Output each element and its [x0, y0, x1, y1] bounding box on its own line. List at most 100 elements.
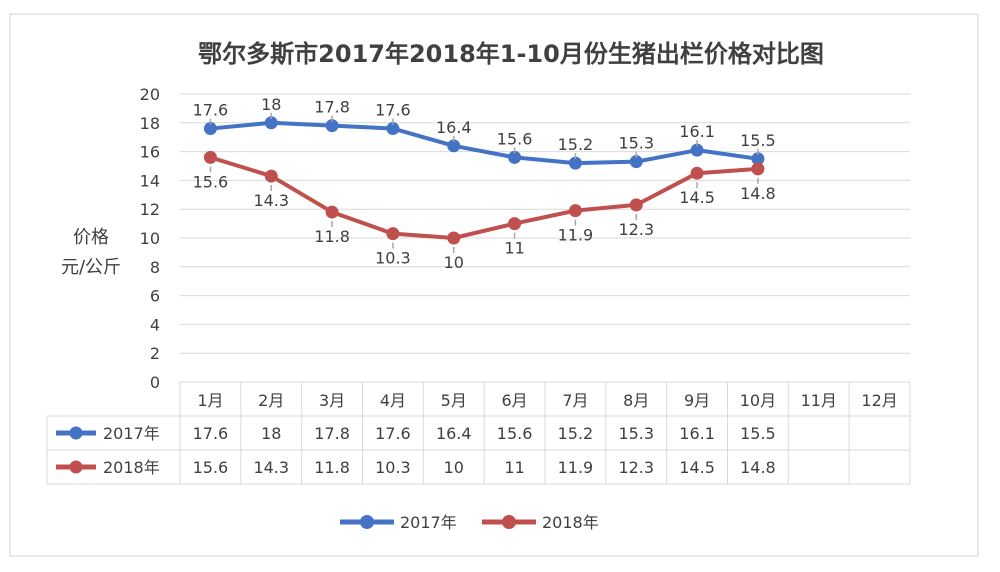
- table-cell-value: 15.5: [740, 424, 776, 443]
- table-cell-value: 18: [261, 424, 281, 443]
- data-label: 11: [504, 239, 524, 258]
- data-point: [751, 162, 765, 176]
- data-label: 17.6: [375, 101, 411, 120]
- data-label: 16.1: [679, 122, 715, 141]
- data-point: [325, 119, 339, 133]
- data-point: [629, 155, 643, 169]
- data-label: 15.2: [558, 135, 594, 154]
- series-layer: [203, 116, 765, 245]
- y-tick-label: 12: [140, 200, 160, 219]
- table-cell-value: 11.9: [558, 458, 594, 477]
- legend-label: 2018年: [542, 513, 599, 532]
- table-cell-value: 14.5: [679, 458, 715, 477]
- y-tick-label: 6: [150, 287, 160, 306]
- table-cell-value: 10.3: [375, 458, 411, 477]
- x-tick-label: 3月: [319, 391, 345, 410]
- data-label: 15.5: [740, 131, 776, 150]
- table-cell-value: 10: [444, 458, 464, 477]
- table-cell-value: 11: [504, 458, 524, 477]
- data-labels: 17.6 18 17.8 17.6 16.4 15.6 15.2 15.3 16.1 15.5 15…: [193, 95, 776, 272]
- y-tick-labels: 0 2 4 6 8 10 12 14 16 18 20: [140, 85, 160, 392]
- chart-title: 鄂尔多斯市2017年2018年1-10月份生猪出栏价格对比图: [198, 40, 824, 68]
- legend: 2017年 2018年: [340, 513, 599, 532]
- data-label: 17.6: [193, 101, 229, 120]
- table-series-key-marker: [69, 426, 83, 440]
- data-point: [264, 169, 278, 183]
- table-cell-value: 15.3: [618, 424, 654, 443]
- data-point: [508, 217, 522, 231]
- data-point: [386, 122, 400, 136]
- data-label: 18: [261, 95, 281, 114]
- data-label: 11.8: [314, 227, 350, 246]
- table-cell-value: 12.3: [618, 458, 654, 477]
- table-series-name: 2017年: [103, 424, 160, 443]
- data-label: 14.3: [253, 191, 289, 210]
- data-point: [447, 231, 461, 245]
- data-label: 14.8: [740, 184, 776, 203]
- x-tick-label: 12月: [861, 391, 897, 410]
- table-cell-value: 15.6: [193, 458, 229, 477]
- data-point: [568, 204, 582, 218]
- table-cell-value: 14.8: [740, 458, 776, 477]
- data-label: 10.3: [375, 249, 411, 268]
- y-tick-label: 4: [150, 315, 160, 334]
- x-tick-label: 1月: [197, 391, 223, 410]
- y-axis-label-line2: 元/公斤: [61, 257, 121, 278]
- x-tick-label: 6月: [501, 391, 527, 410]
- y-tick-label: 2: [150, 344, 160, 363]
- x-tick-label: 11月: [801, 391, 837, 410]
- data-point: [690, 166, 704, 180]
- data-label: 12.3: [618, 220, 654, 239]
- series-line: [209, 155, 759, 240]
- data-point: [203, 150, 217, 164]
- data-point: [325, 205, 339, 219]
- data-label: 15.3: [618, 134, 654, 153]
- x-tick-label: 8月: [623, 391, 649, 410]
- table-series-name: 2018年: [103, 458, 160, 477]
- data-label: 17.8: [314, 98, 350, 117]
- legend-label: 2017年: [400, 513, 457, 532]
- chart-border: [9, 13, 979, 557]
- table-cell-value: 15.2: [558, 424, 594, 443]
- x-tick-label: 5月: [441, 391, 467, 410]
- data-label: 14.5: [679, 188, 715, 207]
- legend-key-marker: [360, 515, 374, 529]
- data-label: 11.9: [558, 226, 594, 245]
- x-tick-label: 2月: [258, 391, 284, 410]
- table-series-key-marker: [69, 460, 83, 474]
- data-label: 16.4: [436, 118, 472, 137]
- data-label: 15.6: [193, 172, 229, 191]
- table-cell-value: 11.8: [314, 458, 350, 477]
- y-tick-label: 10: [140, 229, 160, 248]
- table-cell-value: 17.8: [314, 424, 350, 443]
- y-tick-label: 8: [150, 258, 160, 277]
- table-cell-value: 17.6: [193, 424, 229, 443]
- table-cell-value: 17.6: [375, 424, 411, 443]
- data-table: 1月 2月 3月 4月 5月 6月 7月 8月 9月 10月 11月 12月 2017年 17.6 18 17…: [46, 381, 911, 485]
- data-point: [568, 156, 582, 170]
- data-label: 15.6: [497, 129, 533, 148]
- data-point: [629, 198, 643, 212]
- table-cell-value: 14.3: [253, 458, 289, 477]
- y-tick-label: 0: [150, 373, 160, 392]
- data-label: 10: [444, 253, 464, 272]
- x-tick-label: 9月: [684, 391, 710, 410]
- y-tick-label: 18: [140, 114, 160, 133]
- data-point: [447, 139, 461, 153]
- x-tick-label: 7月: [562, 391, 588, 410]
- data-point: [690, 143, 704, 157]
- y-tick-label: 16: [140, 143, 160, 162]
- y-axis-label-line1: 价格: [73, 227, 109, 248]
- data-point: [508, 150, 522, 164]
- series-line: [210, 120, 759, 166]
- x-tick-label: 10月: [740, 391, 776, 410]
- data-point: [751, 152, 765, 166]
- x-tick-label: 4月: [380, 391, 406, 410]
- y-tick-label: 20: [140, 85, 160, 104]
- data-point: [386, 227, 400, 241]
- y-tick-label: 14: [140, 171, 160, 190]
- data-point: [264, 116, 278, 130]
- table-cell-value: 16.1: [679, 424, 715, 443]
